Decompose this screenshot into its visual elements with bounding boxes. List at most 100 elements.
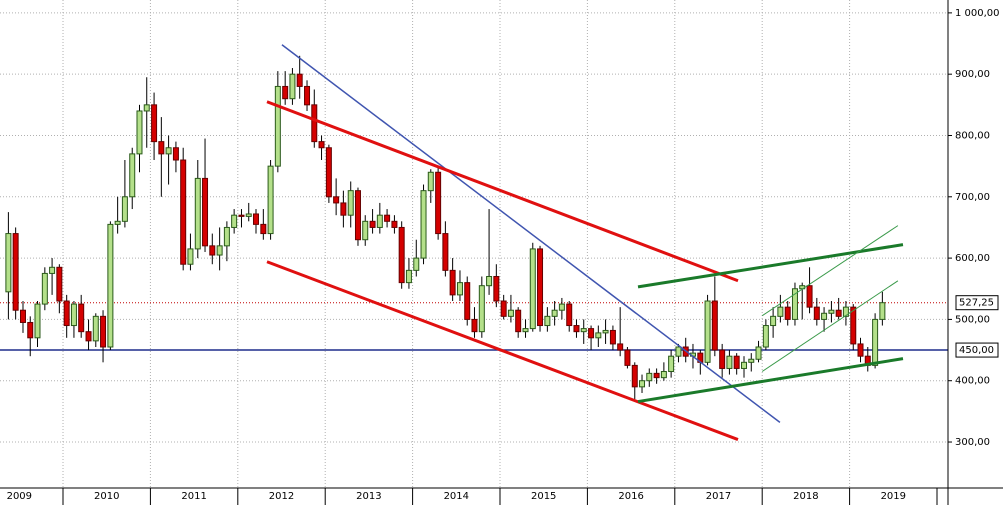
- candle-body: [478, 285, 485, 333]
- candle-body: [49, 266, 56, 274]
- candle-body: [558, 303, 565, 311]
- x-tick-label: 2014: [444, 491, 469, 502]
- candle-body: [41, 272, 48, 305]
- candle-body: [420, 190, 427, 259]
- candle-body: [704, 300, 711, 363]
- candle-body: [354, 190, 361, 241]
- candle-body: [442, 233, 449, 271]
- candle-body: [500, 300, 507, 317]
- candle-body: [398, 226, 405, 284]
- x-tick-label: 2013: [356, 491, 381, 502]
- candle-body: [289, 73, 296, 100]
- x-tick-label: 2011: [181, 491, 206, 502]
- candle-body: [267, 165, 274, 235]
- candle-body: [711, 300, 718, 351]
- reference-label-box: [955, 295, 999, 311]
- candle-body: [719, 349, 726, 369]
- candle-body: [260, 223, 267, 235]
- candle-body: [522, 328, 529, 333]
- candle-body: [194, 177, 201, 250]
- candle-body: [456, 282, 463, 296]
- candle-body: [486, 275, 493, 287]
- candle-body: [835, 309, 842, 317]
- candle-body: [282, 85, 289, 100]
- candle-body: [413, 257, 420, 271]
- y-tick-label: 500,00: [955, 314, 990, 325]
- candle-body: [129, 153, 136, 198]
- candle-body: [609, 329, 616, 345]
- candle-body: [333, 196, 340, 204]
- candle-body: [27, 321, 34, 339]
- candle-body: [573, 325, 580, 333]
- candle-body: [872, 318, 879, 366]
- x-tick-label: 2016: [618, 491, 643, 502]
- candle-body: [296, 73, 303, 87]
- candle-body: [617, 343, 624, 351]
- candle-body: [238, 214, 245, 217]
- candle-body: [813, 306, 820, 320]
- candle-body: [529, 248, 536, 330]
- trend-line: [266, 260, 739, 441]
- candle-body: [187, 248, 194, 265]
- candle-body: [784, 306, 791, 320]
- candle-body: [675, 346, 682, 357]
- candle-body: [515, 309, 522, 333]
- candle-body: [646, 372, 653, 382]
- candle-body: [602, 329, 609, 334]
- candle-body: [391, 220, 398, 228]
- candle-body: [471, 318, 478, 333]
- candle-body: [114, 220, 121, 225]
- candle-body: [741, 361, 748, 369]
- candle-body: [56, 266, 63, 302]
- candle-body: [464, 282, 471, 320]
- candle-body: [726, 355, 733, 369]
- candle-body: [340, 202, 347, 216]
- x-tick-label: 2009: [7, 491, 32, 502]
- candle-body: [325, 147, 332, 198]
- candle-body: [121, 196, 128, 222]
- candle-body: [376, 214, 383, 228]
- candle-body: [107, 223, 114, 348]
- x-tick-label: 2018: [793, 491, 818, 502]
- candle-body: [668, 355, 675, 373]
- x-tick-label: 2010: [94, 491, 119, 502]
- y-tick-label: 700,00: [955, 192, 990, 203]
- candle-body: [544, 315, 551, 327]
- candle-body: [777, 306, 784, 317]
- candle-body: [449, 269, 456, 296]
- candle-body: [435, 171, 442, 235]
- y-tick-label: 600,00: [955, 253, 990, 264]
- candle-body: [405, 269, 412, 284]
- candle-body: [92, 315, 99, 342]
- candle-body: [537, 248, 544, 327]
- candle-body: [304, 85, 311, 106]
- candle-body: [100, 315, 107, 348]
- candle-body: [857, 343, 864, 357]
- candle-body: [879, 302, 886, 320]
- candle-body: [209, 245, 216, 256]
- reference-label: 527,25: [959, 298, 994, 309]
- candle-body: [660, 371, 667, 379]
- candle-body: [362, 220, 369, 241]
- candle-body: [639, 380, 646, 388]
- candle-body: [165, 147, 172, 155]
- candle-body: [172, 147, 179, 161]
- x-tick-label: 2012: [269, 491, 294, 502]
- candle-body: [34, 303, 41, 339]
- candle-body: [85, 331, 92, 342]
- candle-body: [733, 355, 740, 369]
- candle-body: [748, 358, 755, 363]
- candle-body: [12, 233, 19, 311]
- y-tick-label: 1 000,00: [955, 8, 1000, 19]
- candle-body: [245, 213, 252, 217]
- candle-body: [806, 285, 813, 308]
- candle-body: [318, 141, 325, 149]
- candle-body: [580, 328, 587, 333]
- candle-body: [427, 171, 434, 192]
- candle-body: [70, 303, 77, 327]
- trend-line: [761, 225, 899, 317]
- candle-body: [151, 104, 158, 143]
- candle-body: [143, 104, 150, 112]
